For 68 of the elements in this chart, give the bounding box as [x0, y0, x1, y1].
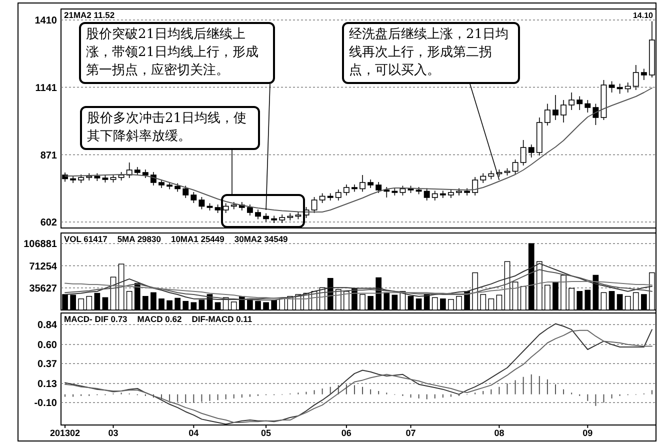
- candlestick: [311, 196, 318, 214]
- y-tick-label: 871: [40, 150, 58, 162]
- y-tick-label: 0.84: [38, 320, 58, 332]
- candlestick: [360, 174, 366, 192]
- x-tick-label: 03: [108, 428, 118, 438]
- annotation: 经洗盘后继续上涨，21日均线再次上行，形成第二拐点，可以买入。: [342, 22, 520, 84]
- y-tick-label: 71254: [29, 261, 58, 272]
- annotation: 10MA1 25449: [170, 234, 225, 244]
- annotation: DIF-MACD 0.11: [192, 314, 252, 324]
- annotation: 14.10: [632, 11, 654, 20]
- candlestick: [222, 202, 229, 214]
- candlestick: [472, 176, 478, 196]
- candlestick: [560, 100, 567, 123]
- candlestick: [568, 92, 575, 110]
- candlestick: [520, 140, 526, 166]
- candlestick: [624, 82, 631, 93]
- x-tick-label: 09: [582, 428, 593, 438]
- y-tick-label: -0.10: [34, 398, 58, 410]
- x-tick-label: 04: [188, 428, 199, 438]
- candlestick: [246, 204, 253, 216]
- candlestick: [319, 192, 326, 204]
- candlestick: [343, 184, 350, 196]
- candlestick: [400, 185, 406, 196]
- candlestick: [576, 96, 583, 110]
- y-tick-label: 1141: [35, 82, 58, 94]
- candlestick: [552, 94, 558, 120]
- x-tick-label: 08: [494, 428, 504, 438]
- candlestick: [182, 185, 189, 198]
- candlestick: [608, 80, 615, 93]
- candlestick: [632, 64, 639, 90]
- candlestick: [480, 172, 486, 184]
- y-tick-label: 0.60: [38, 340, 58, 352]
- candlestick: [592, 103, 599, 126]
- candlestick: [512, 159, 518, 175]
- annotation: 5MA 29830: [117, 234, 162, 244]
- candlestick: [376, 182, 382, 194]
- candlestick: [198, 196, 205, 210]
- candlestick: [352, 184, 358, 192]
- annotation: MACD 0.62: [137, 314, 182, 324]
- candlestick: [584, 100, 591, 113]
- annotation: 股价多次冲击21日均线，使其下降斜率放缓。: [80, 106, 260, 150]
- y-tick-label: 0.37: [38, 359, 58, 370]
- y-tick-label: 106881: [24, 239, 58, 250]
- y-tick-label: 602: [40, 218, 58, 228]
- candlestick: [528, 144, 534, 158]
- candlestick: [335, 189, 342, 201]
- annotation: 21MA2 11.52: [64, 10, 115, 20]
- candlestick: [190, 192, 197, 204]
- line-series: [64, 269, 652, 301]
- x-tick-label: 201302: [50, 428, 80, 438]
- candlestick: [424, 188, 430, 201]
- line-series: [64, 280, 652, 300]
- line-series: [64, 262, 652, 300]
- y-tick-label: 1410: [34, 16, 58, 26]
- x-tick-label: 07: [406, 428, 416, 438]
- annotation: MACD- DIF 0.73: [64, 314, 128, 324]
- candlestick: [432, 190, 438, 201]
- candlestick: [544, 103, 550, 126]
- annotation: 30MA2 34549: [234, 234, 288, 244]
- candlestick: [640, 68, 647, 80]
- y-tick-label: 0.13: [38, 379, 58, 390]
- candlestick: [616, 83, 623, 94]
- x-tick-label: 05: [261, 428, 272, 438]
- candlestick: [255, 209, 261, 220]
- annotation: VOL 61417: [64, 234, 108, 244]
- annotation: 股价突破21日均线后继续上涨，带领21日均线上行，形成第一拐点，应密切关注。: [79, 22, 275, 84]
- y-tick-label: 35627: [29, 283, 58, 294]
- x-tick-label: 06: [341, 428, 352, 438]
